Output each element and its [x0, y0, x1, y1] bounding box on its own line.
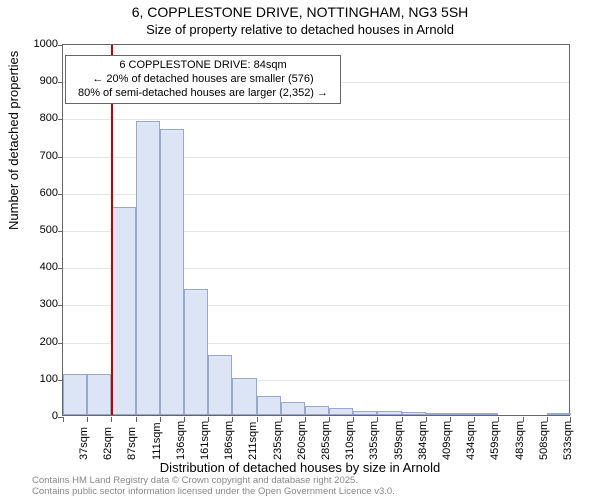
- xtick-label: 483sqm: [514, 421, 526, 460]
- xtick-label: 359sqm: [393, 421, 405, 460]
- ytick-label: 100: [18, 373, 58, 385]
- property-callout: 6 COPPLESTONE DRIVE: 84sqm ← 20% of deta…: [65, 55, 341, 104]
- xtick-mark: [63, 417, 64, 422]
- xtick-label: 260sqm: [296, 421, 308, 460]
- xtick-label: 111sqm: [151, 422, 163, 460]
- ytick-label: 1000: [18, 38, 58, 50]
- ytick-mark: [58, 157, 63, 158]
- xtick-mark: [87, 417, 88, 422]
- callout-line3: 80% of semi-detached houses are larger (…: [72, 87, 334, 101]
- xtick-label: 533sqm: [562, 421, 574, 460]
- callout-line1: 6 COPPLESTONE DRIVE: 84sqm: [72, 59, 334, 73]
- histogram-bar: [184, 289, 208, 415]
- callout-line2: ← 20% of detached houses are smaller (57…: [72, 73, 334, 87]
- xtick-label: 211sqm: [247, 422, 259, 460]
- xtick-label: 508sqm: [538, 421, 550, 460]
- histogram-bar: [87, 374, 111, 415]
- xtick-label: 186sqm: [223, 421, 235, 460]
- ytick-label: 600: [18, 187, 58, 199]
- xtick-label: 335sqm: [368, 421, 380, 460]
- histogram-bar: [450, 413, 474, 415]
- xtick-label: 235sqm: [272, 421, 284, 460]
- chart-title-main: 6, COPPLESTONE DRIVE, NOTTINGHAM, NG3 5S…: [0, 4, 600, 20]
- histogram-bar: [353, 411, 377, 415]
- plot-area: 6 COPPLESTONE DRIVE: 84sqm ← 20% of deta…: [62, 44, 570, 416]
- xtick-label: 37sqm: [78, 427, 90, 460]
- attribution-line2: Contains public sector information licen…: [32, 487, 395, 498]
- ytick-mark: [58, 119, 63, 120]
- histogram-bar: [329, 408, 353, 415]
- histogram-bar: [136, 121, 160, 415]
- xtick-label: 136sqm: [175, 421, 187, 460]
- ytick-label: 400: [18, 261, 58, 273]
- ytick-mark: [58, 305, 63, 306]
- xtick-label: 384sqm: [417, 421, 429, 460]
- x-axis-label: Distribution of detached houses by size …: [0, 460, 600, 475]
- ytick-mark: [58, 268, 63, 269]
- histogram-bar: [305, 406, 329, 415]
- histogram-bar: [257, 396, 281, 415]
- histogram-bar: [281, 402, 305, 415]
- histogram-bar: [426, 413, 450, 415]
- chart-title-sub: Size of property relative to detached ho…: [0, 22, 600, 37]
- ytick-mark: [58, 45, 63, 46]
- ytick-mark: [58, 194, 63, 195]
- ytick-label: 0: [18, 410, 58, 422]
- xtick-mark: [111, 417, 112, 422]
- ytick-label: 500: [18, 224, 58, 236]
- ytick-label: 800: [18, 112, 58, 124]
- histogram-bar: [547, 413, 571, 415]
- xtick-label: 62sqm: [102, 427, 114, 460]
- ytick-mark: [58, 343, 63, 344]
- xtick-mark: [160, 417, 161, 422]
- histogram-bar: [232, 378, 256, 415]
- xtick-label: 409sqm: [441, 421, 453, 460]
- histogram-bar: [474, 413, 498, 415]
- xtick-label: 434sqm: [465, 421, 477, 460]
- ytick-label: 300: [18, 298, 58, 310]
- xtick-label: 459sqm: [489, 421, 501, 460]
- xtick-label: 161sqm: [199, 421, 211, 460]
- ytick-mark: [58, 82, 63, 83]
- histogram-bar: [208, 355, 232, 415]
- ytick-label: 700: [18, 150, 58, 162]
- histogram-bar: [111, 207, 135, 415]
- histogram-bar: [160, 129, 184, 415]
- xtick-mark: [136, 417, 137, 422]
- ytick-mark: [58, 231, 63, 232]
- histogram-bar: [63, 374, 87, 415]
- chart-title-block: 6, COPPLESTONE DRIVE, NOTTINGHAM, NG3 5S…: [0, 4, 600, 37]
- histogram-bar: [402, 412, 426, 415]
- histogram-bar: [377, 411, 401, 415]
- ytick-label: 900: [18, 75, 58, 87]
- attribution-text: Contains HM Land Registry data © Crown c…: [32, 476, 395, 498]
- xtick-label: 285sqm: [320, 421, 332, 460]
- xtick-label: 310sqm: [344, 421, 356, 460]
- xtick-label: 87sqm: [126, 427, 138, 460]
- ytick-label: 200: [18, 336, 58, 348]
